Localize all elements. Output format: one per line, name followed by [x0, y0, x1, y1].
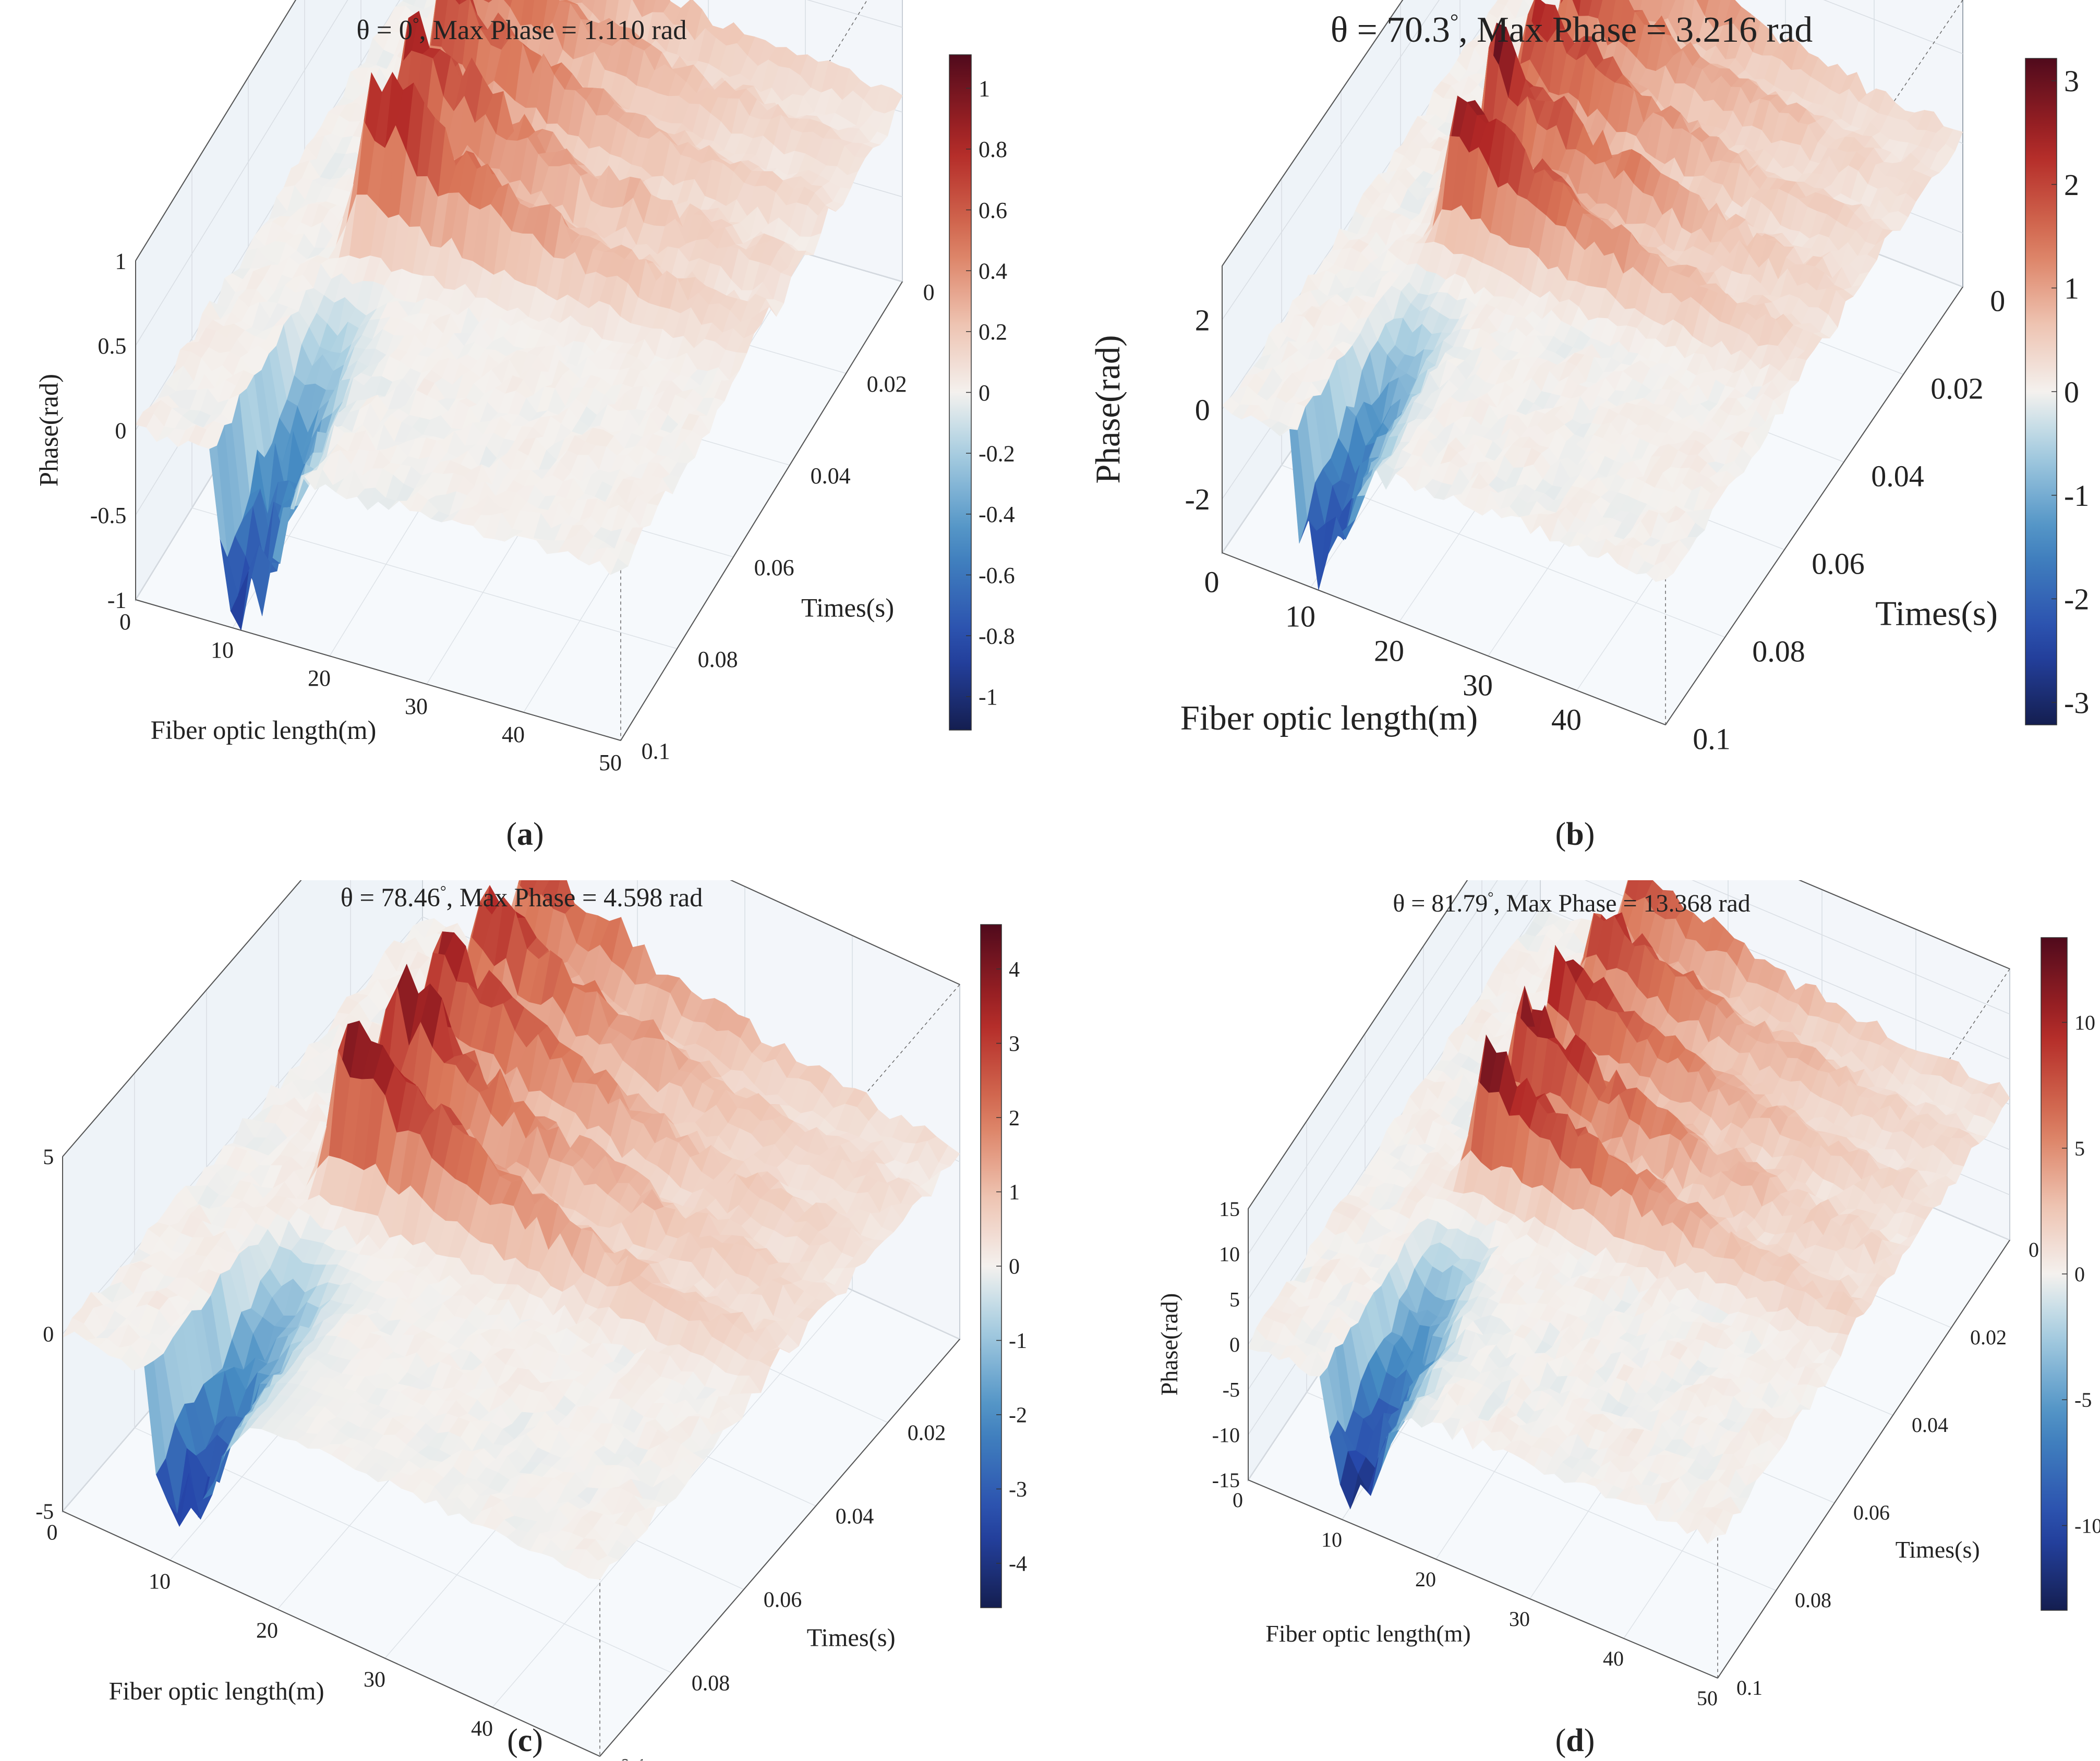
phase-surface: [135, 0, 903, 631]
surface-patch: [488, 0, 493, 3]
surface-patch: [135, 411, 154, 428]
colorbar: -3 -2 -1 0 1 2 3: [2025, 58, 2089, 725]
time-tick-label: 0.04: [1871, 459, 1924, 493]
chart-title: θ = 70.3°, Max Phase = 3.216 rad: [1331, 9, 1813, 50]
x-tick-label: 30: [405, 694, 428, 719]
colorbar-tick-label: 2: [2064, 168, 2079, 202]
time-axis-label: Times(s): [801, 593, 894, 622]
x-tick-label: 30: [1463, 668, 1493, 702]
axes-ticks: 0 10 20 30 40 0 0.02 0.04 0.06 0.08 0.1 -2 0 2 Fiber o…: [1089, 266, 2005, 756]
colorbar-tick-label: -0.4: [979, 502, 1015, 527]
z-tick-label: 0: [1195, 393, 1210, 427]
colorbar: -1 -0.8 -0.6 -0.4 -0.2 0 0.2 0.4 0.6 0.8 1: [949, 54, 1015, 731]
time-tick-label: 0.02: [867, 371, 907, 397]
title-angle: θ = 0: [356, 15, 413, 45]
degree-symbol: °: [1450, 9, 1458, 33]
colorbar-tick-label: -3: [2064, 686, 2089, 720]
colorbar-tick-label: 0.2: [979, 319, 1007, 345]
title-angle: θ = 70.3: [1331, 10, 1450, 50]
colorbar-tick-label: -1: [979, 684, 998, 710]
phase-surface: [62, 880, 960, 1580]
colorbar-tick-label: 0: [979, 380, 990, 406]
colorbar-tick-label: -0.2: [979, 441, 1015, 467]
gridline-floor-y: [134, 1427, 672, 1673]
time-tick-label: 0.02: [1930, 371, 1984, 405]
panel-caption: (a): [506, 817, 544, 852]
title-max-phase: , Max Phase = 1.110 rad: [419, 15, 687, 45]
z-tick-label: 1: [115, 248, 126, 274]
x-axis-label: Fiber optic length(m): [1180, 699, 1478, 737]
colorbar-tick-label: 0.8: [979, 137, 1007, 162]
x-tick-label: 20: [1374, 634, 1404, 667]
time-tick-label: 0.1: [1693, 722, 1731, 756]
panel-caption-letter: a: [517, 817, 533, 852]
z-tick-label: -2: [1185, 482, 1210, 516]
panel-caption: (b): [1555, 817, 1595, 852]
z-axis-label: Phase(rad): [1089, 335, 1127, 483]
time-tick-label: 0.06: [754, 555, 794, 580]
x-tick-label: 20: [308, 665, 331, 691]
x-tick-label: 0: [1204, 565, 1220, 599]
colorbar-tick-label: -1: [2064, 479, 2089, 513]
time-tick-label: 0.08: [698, 647, 738, 672]
phase-surface: [1222, 0, 1963, 590]
time-axis-label: Times(s): [1875, 594, 1998, 633]
colorbar-tick-label: -2: [2064, 582, 2089, 616]
gridline-z: [135, 0, 903, 346]
x-tick-label: 50: [599, 750, 622, 775]
degree-symbol: °: [413, 15, 419, 32]
panel-c: 0102030405000.020.040.060.080.1-505Fiber…: [0, 880, 1050, 1760]
colorbar-tick-label: -0.8: [979, 624, 1015, 649]
x-tick-label: 40: [1551, 702, 1582, 736]
chart-title: θ = 0°, Max Phase = 1.110 rad: [356, 15, 686, 45]
colorbar-tick-label: 1: [979, 76, 990, 102]
z-tick-label: 0.5: [98, 333, 126, 359]
z-tick-label: -1: [107, 587, 127, 613]
surface-chart-a: 0102030405000.020.040.060.080.1-1-0.500.…: [34, 0, 1015, 775]
z-tick-label: 0: [115, 418, 126, 443]
time-tick-label: 0.1: [642, 738, 670, 764]
x-axis-label: Fiber optic length(m): [151, 715, 377, 745]
z-tick-label: 2: [1195, 303, 1210, 337]
time-tick-label: 0.04: [811, 463, 851, 489]
time-axis-line: [1665, 286, 1963, 725]
time-tick-label: 0: [923, 280, 935, 305]
time-tick-label: 0: [1990, 284, 2005, 318]
surface-chart-c: 0102030405000.020.040.060.080.1-505Fiber…: [35, 880, 1027, 1760]
gridline-z: [1222, 0, 1963, 320]
panel-b: 0 10 20 30 40 0 0.02 0.04 0.06 0.08 0.1 -2 0 2 Fiber o…: [1050, 0, 2100, 880]
surface-patch: [458, 0, 477, 15]
z-axis-label: Phase(rad): [34, 374, 63, 487]
surface-patch: [1222, 397, 1240, 415]
z-tick-label: -0.5: [90, 503, 127, 528]
x-axis-line: [135, 599, 621, 741]
colorbar-tick-label: 3: [2064, 64, 2079, 98]
x-axis-line: [1222, 552, 1666, 725]
colorbar-tick-label: -0.6: [979, 563, 1015, 588]
time-tick-label: 0.08: [1752, 634, 1805, 668]
colorbar-tick-label: 0.4: [979, 259, 1007, 284]
box-top-edge: [1222, 0, 1963, 266]
colorbar-tick-label: 1: [2064, 272, 2079, 306]
panel-caption-letter: b: [1566, 817, 1584, 852]
time-tick-label: 0.06: [1812, 546, 1865, 580]
x-tick-label: 40: [502, 722, 525, 747]
x-tick-label: 10: [211, 637, 234, 663]
axes-ticks: 0 10 20 30 40 50 0 0.02 0.04 0.06 0.08 0.1 -1 -0.5 0 0.…: [34, 248, 934, 775]
x-tick-label: 10: [1285, 599, 1315, 633]
x-tick-label: 0: [119, 609, 131, 635]
colorbar-tick-label: 0.6: [979, 198, 1007, 223]
panel-a: 0 10 20 30 40 50 0 0.02 0.04 0.06 0.08 0.1 -1 -0.5 0 0.…: [0, 0, 1050, 880]
time-axis-line: [620, 281, 903, 741]
colorbar-tick-label: 0: [2064, 375, 2079, 409]
box-top-edge: [62, 880, 960, 1157]
box-top-edge: [135, 0, 296, 261]
title-max-phase: , Max Phase = 3.216 rad: [1458, 10, 1813, 50]
